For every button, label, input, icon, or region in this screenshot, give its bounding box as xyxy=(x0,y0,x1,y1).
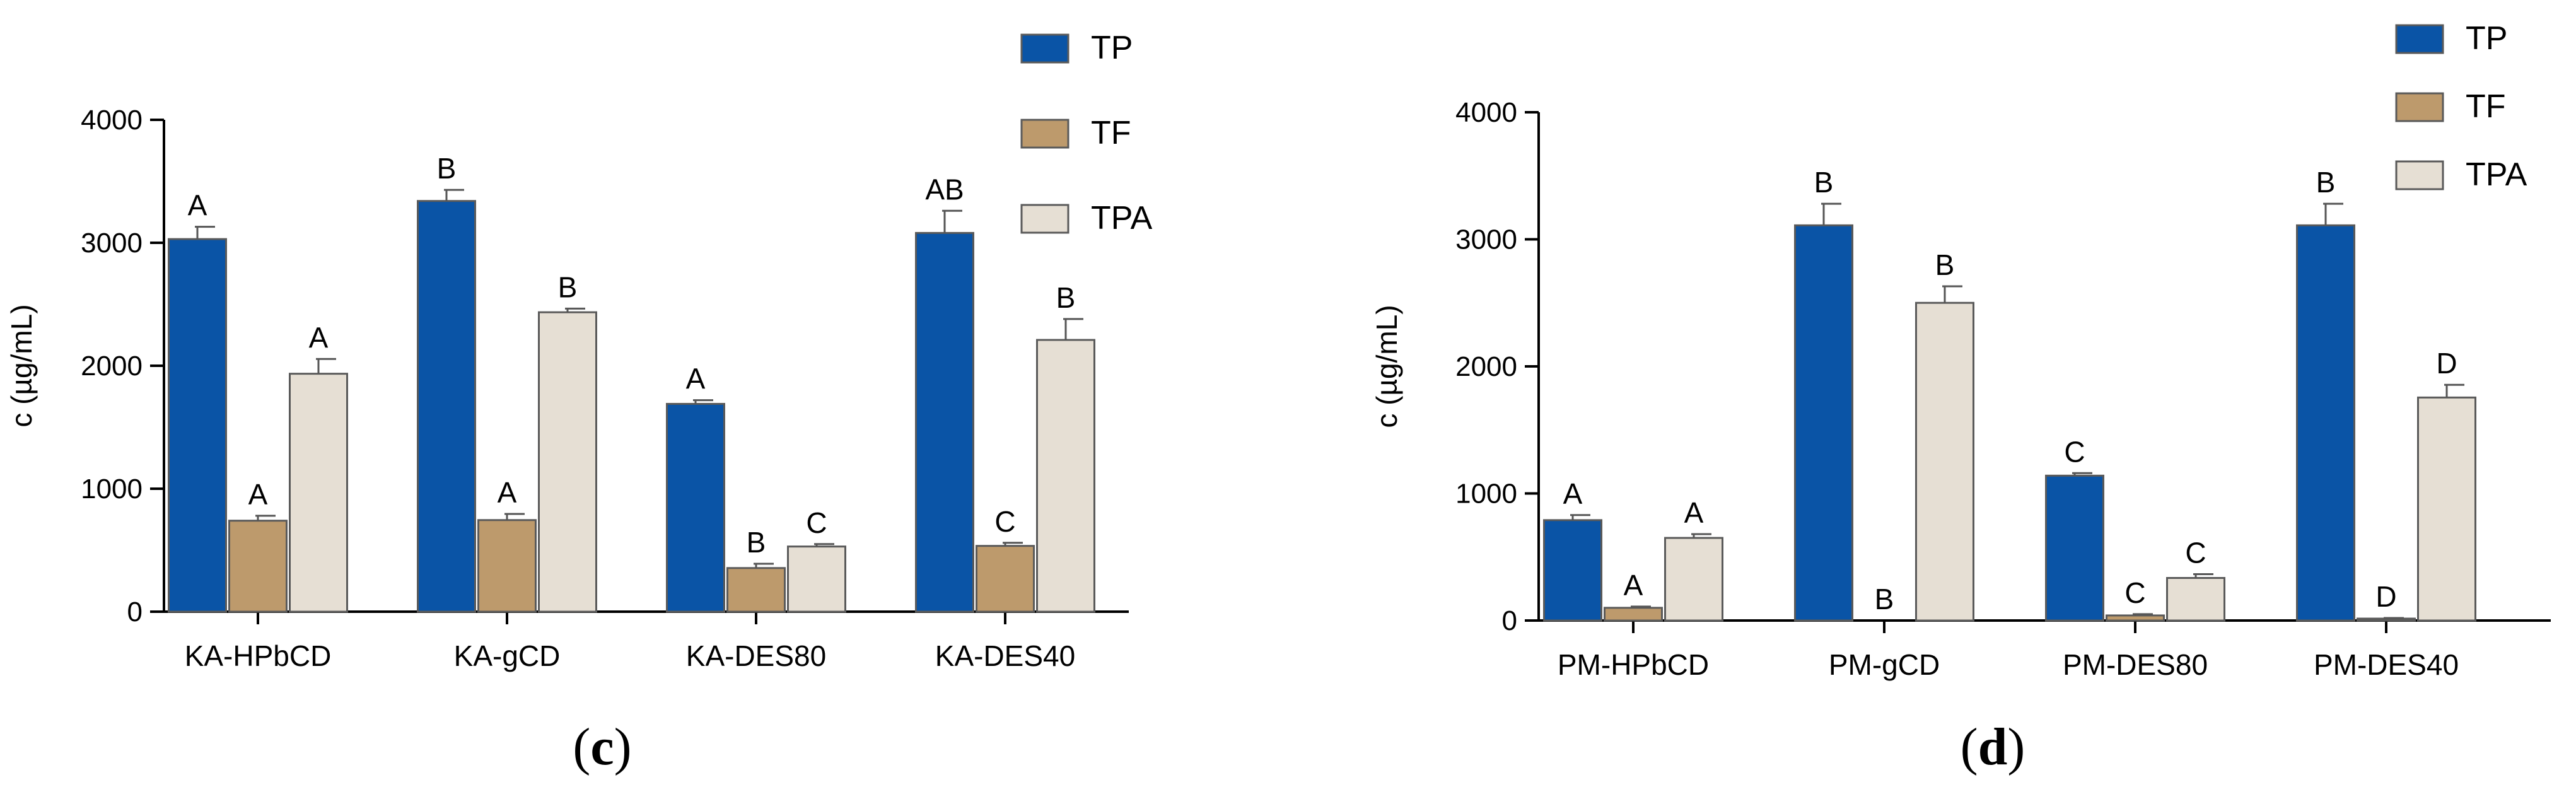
significance-letter: A xyxy=(498,476,517,509)
significance-letter: D xyxy=(2375,580,2396,613)
bar-tpa xyxy=(1036,339,1095,613)
significance-letter: B xyxy=(1814,166,1834,199)
legend-label-tp: TP xyxy=(2466,20,2507,57)
significance-letter: C xyxy=(2185,536,2206,569)
y-axis-title: c (µg/mL) xyxy=(5,304,38,427)
significance-letter: C xyxy=(806,506,827,539)
significance-letter: B xyxy=(747,526,766,559)
significance-letter: B xyxy=(1935,248,1955,281)
significance-letter: C xyxy=(2064,435,2085,468)
x-tick-label: KA-DES40 xyxy=(935,639,1075,672)
bar-tpa xyxy=(289,373,348,613)
bar-tp xyxy=(168,238,227,613)
y-tick-label: 2000 xyxy=(81,351,143,382)
y-tick-label: 0 xyxy=(127,597,143,627)
legend-swatch-tpa xyxy=(1020,204,1069,234)
bar-tf xyxy=(1604,607,1663,622)
significance-letter: B xyxy=(1875,583,1894,615)
y-axis-title: c (µg/mL) xyxy=(1370,305,1403,428)
x-tick-label: KA-HPbCD xyxy=(185,639,332,672)
significance-letter: A xyxy=(248,478,268,511)
significance-letter: A xyxy=(309,321,329,354)
bar-tp xyxy=(1543,519,1602,622)
significance-letter: B xyxy=(558,271,578,303)
chart-panel-c: 0 1000 2000 3000 4000 c (µg/mL) KA-HPbCD KA-gCD… xyxy=(5,30,1153,672)
legend-label-tf: TF xyxy=(1091,115,1131,151)
bar-tpa xyxy=(2166,576,2225,622)
y-tick-label: 4000 xyxy=(1455,97,1517,128)
significance-letter: C xyxy=(2124,576,2145,609)
significance-letter: A xyxy=(188,189,207,222)
legend-swatch-tf xyxy=(1020,119,1069,149)
y-tick-label: 0 xyxy=(1502,605,1517,636)
bar-tp xyxy=(666,402,725,613)
significance-letter: A xyxy=(1563,477,1583,510)
bar-tf xyxy=(477,519,537,613)
x-tick-label: PM-gCD xyxy=(1829,648,1940,681)
legend-swatch-tf xyxy=(2395,92,2444,122)
legend-swatch-tpa xyxy=(2395,160,2444,190)
bar-tp xyxy=(915,231,974,613)
significance-letter: A xyxy=(686,363,706,395)
bar-tpa xyxy=(787,545,846,613)
bar-tp xyxy=(2296,224,2355,622)
legend-swatch-tp xyxy=(2395,24,2444,54)
y-tick-label: 1000 xyxy=(81,474,143,504)
significance-letter: B xyxy=(1056,281,1076,314)
legend-label-tpa: TPA xyxy=(1091,200,1153,236)
legend-label-tp: TP xyxy=(1091,30,1133,66)
legend-swatch-tp xyxy=(1020,33,1069,64)
significance-letter: AB xyxy=(925,173,964,206)
significance-letter: A xyxy=(1624,569,1643,602)
significance-letter: B xyxy=(2316,166,2336,199)
panel-d-caption-letter: d xyxy=(1978,718,2008,776)
y-tick-label: 3000 xyxy=(81,228,143,259)
bar-tpa xyxy=(1915,301,1974,622)
legend-label-tf: TF xyxy=(2466,88,2506,125)
significance-letter: C xyxy=(994,505,1015,538)
chart-panel-d: 0 1000 2000 3000 4000 c (µg/mL) PM-HPbCD PM-gCD… xyxy=(1370,20,2551,681)
bar-tp xyxy=(2045,474,2104,622)
panel-d-caption: (d) xyxy=(1961,718,2025,776)
y-tick-label: 1000 xyxy=(1455,479,1517,510)
bar-tf xyxy=(228,520,288,613)
bar-tpa xyxy=(538,311,597,613)
y-tick-label: 2000 xyxy=(1455,351,1517,382)
bar-tpa xyxy=(2417,396,2476,622)
bar-tpa xyxy=(1664,537,1723,622)
bar-tp xyxy=(1794,224,1853,622)
y-tick-label: 3000 xyxy=(1455,224,1517,255)
significance-letter: D xyxy=(2436,347,2457,380)
bar-tf xyxy=(976,545,1035,613)
significance-letter: A xyxy=(1684,496,1704,529)
panel-c-caption: (c) xyxy=(573,718,631,776)
bar-tf xyxy=(2106,614,2165,622)
x-tick-label: PM-DES40 xyxy=(2314,648,2459,681)
x-tick-label: KA-gCD xyxy=(454,639,561,672)
x-tick-label: PM-HPbCD xyxy=(1558,648,1709,681)
panel-c-caption-letter: c xyxy=(590,718,614,776)
significance-letter: B xyxy=(437,152,457,185)
bar-tp xyxy=(417,200,476,613)
y-tick-label: 4000 xyxy=(81,105,143,136)
legend-label-tpa: TPA xyxy=(2466,156,2527,193)
x-tick-label: PM-DES80 xyxy=(2063,648,2208,681)
x-tick-label: KA-DES80 xyxy=(686,639,826,672)
bar-tf xyxy=(726,567,786,613)
